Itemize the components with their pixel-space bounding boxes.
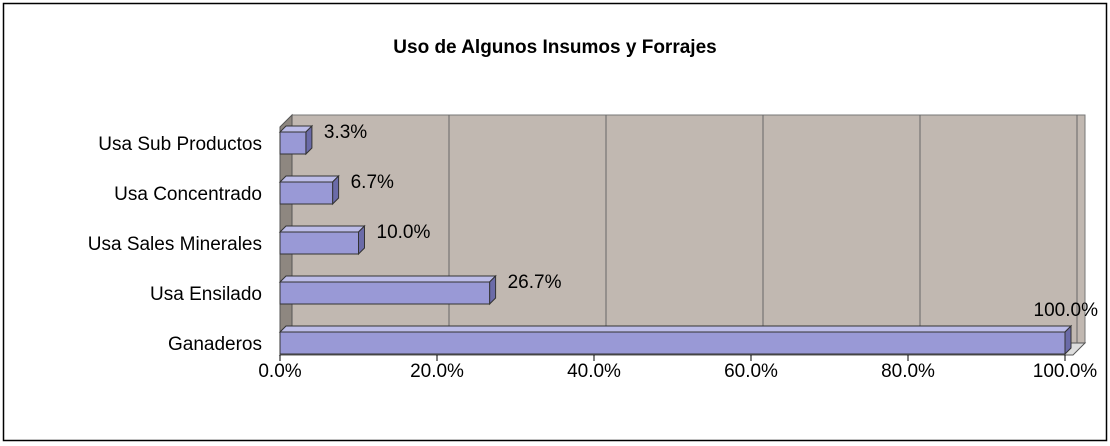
bar (279, 131, 307, 155)
bar (279, 231, 359, 255)
data-label: 6.7% (351, 172, 394, 193)
bar-top (278, 175, 340, 183)
y-tick-label: Usa Ensilado (150, 284, 262, 305)
x-tick-label: 40.0% (567, 361, 621, 382)
bar-top (278, 325, 1073, 333)
x-tick-label: 20.0% (410, 361, 464, 382)
data-label: 3.3% (324, 122, 367, 143)
y-tick-label: Usa Sales Minerales (88, 234, 262, 255)
y-tick-label: Usa Concentrado (114, 184, 262, 205)
data-label: 26.7% (508, 272, 562, 293)
y-tick-label: Ganaderos (168, 334, 262, 355)
bar-top (278, 275, 497, 283)
bar (279, 281, 491, 305)
bar (279, 331, 1066, 355)
chart-title: Uso de Algunos Insumos y Forrajes (393, 37, 716, 58)
x-tick-label: 0.0% (258, 361, 301, 382)
x-tick-label: 100.0% (1033, 361, 1098, 382)
data-label: 100.0% (1034, 300, 1099, 321)
x-tick-label: 80.0% (881, 361, 935, 382)
x-tick-label: 60.0% (724, 361, 778, 382)
data-label: 10.0% (377, 222, 431, 243)
bar (279, 181, 334, 205)
y-tick-label: Usa Sub Productos (98, 134, 262, 155)
bar-top (278, 225, 366, 233)
